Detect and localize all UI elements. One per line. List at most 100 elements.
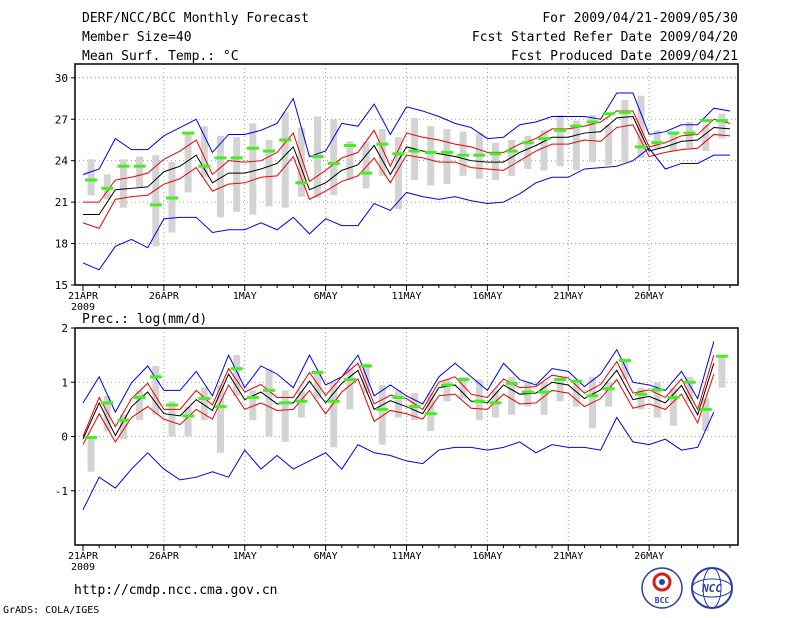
member-range-bar [524, 135, 532, 169]
member-range-bar [718, 113, 726, 139]
member-range-bar [508, 139, 516, 176]
x-tick-label: 26APR [149, 551, 180, 562]
member-range-bar [378, 128, 386, 176]
series-line-max [82, 341, 715, 414]
ncc-logo: NCC [691, 567, 733, 609]
series-line-mean [82, 363, 715, 440]
x-tick-label: 6MAY [314, 291, 338, 302]
member-range-bar [589, 115, 597, 163]
x-tick-label: 1MAY [233, 291, 257, 302]
series-line-min [82, 411, 715, 510]
member-range-bar [152, 365, 160, 415]
member-range-bar [362, 141, 370, 189]
member-range-bar [249, 390, 257, 421]
x-tick-label: 21MAY [553, 291, 583, 302]
series-line-lower [82, 124, 731, 229]
member-range-bar [362, 363, 370, 394]
precip-title: Prec.: log(mm/d) [82, 312, 207, 327]
member-range-bar [265, 139, 273, 207]
member-range-bar [637, 387, 645, 410]
y-tick-label: 0 [61, 431, 68, 444]
member-range-bar [184, 133, 192, 193]
member-range-bar [718, 355, 726, 388]
y-tick-label: 24 [55, 155, 69, 168]
x-year-label: 2009 [71, 302, 95, 313]
member-range-bar [87, 159, 95, 196]
variable-label: Mean Surf. Temp.: °C [82, 49, 239, 64]
member-range-bar [297, 127, 305, 197]
series-line-min [82, 147, 730, 271]
member-range-bar [200, 126, 208, 178]
member-range-bar [491, 142, 499, 181]
fcst-started-date: Fcst Started Refer Date 2009/04/20 [471, 30, 738, 45]
member-range-bar [136, 156, 144, 187]
precipitation-panel: -1 0 1 2 21APR 26APR 1MAY 6MAY 11MAY 16MAY 21MAY 26… [55, 322, 739, 573]
y-tick-label: 18 [55, 238, 68, 251]
member-range-bar [103, 395, 111, 432]
member-range-bar [686, 376, 694, 402]
y-tick-label: 15 [55, 279, 68, 292]
y-tick-label: 27 [55, 113, 68, 126]
series-line-max [82, 92, 731, 175]
member-range-bar [216, 384, 224, 453]
member-range-bar [427, 393, 435, 432]
x-tick-label: 1MAY [233, 551, 257, 562]
member-range-bar [540, 130, 548, 171]
member-range-bar [233, 137, 241, 212]
y-tick-label: 1 [61, 376, 68, 389]
y-tick-label: -1 [55, 485, 68, 498]
member-range-bar [556, 115, 564, 167]
member-range-bar [459, 376, 467, 399]
member-range-bar [314, 374, 322, 399]
member-range-bar [378, 384, 386, 445]
x-tick-label: 16MAY [472, 291, 502, 302]
member-range-bar [330, 382, 338, 448]
member-size: Member Size=40 [82, 30, 192, 45]
member-range-bar [702, 398, 710, 432]
member-range-bar [184, 406, 192, 437]
member-range-bar [394, 137, 402, 210]
member-range-bar [556, 376, 564, 402]
x-tick-label: 26MAY [634, 551, 664, 562]
x-tick-label: 21APR [68, 291, 99, 302]
member-range-bar [605, 382, 613, 407]
forecast-period: For 2009/04/21-2009/05/30 [542, 11, 738, 26]
member-range-bar [508, 376, 516, 415]
member-range-bar [443, 379, 451, 402]
y-tick-label: 30 [55, 72, 68, 85]
member-range-bar [702, 124, 710, 152]
member-range-bar [136, 390, 144, 421]
bcc-logo: BCC [641, 567, 683, 609]
member-range-bar [216, 135, 224, 218]
bcc-logo-text: BCC [655, 596, 670, 605]
y-tick-label: 2 [61, 322, 68, 335]
member-range-bar [427, 126, 435, 186]
member-range-bar [540, 382, 548, 415]
member-range-bar [443, 128, 451, 185]
member-range-bar [233, 355, 241, 396]
member-range-bar [281, 390, 289, 442]
member-range-bar [152, 155, 160, 247]
member-range-bar [281, 112, 289, 208]
x-year-label: 2009 [71, 562, 95, 573]
member-range-bar [346, 141, 354, 181]
temperature-panel: 15 18 21 24 27 30 21APR 26APR 1MAY 6MAY 11MAY 16MAY… [55, 63, 739, 313]
member-range-bar [572, 379, 580, 407]
series-line-mean [83, 115, 731, 216]
x-tick-label: 21MAY [553, 551, 583, 562]
member-range-bar [524, 382, 532, 407]
grads-credit: GrADS: COLA/IGES [3, 605, 100, 616]
y-tick-label: 21 [55, 196, 68, 209]
member-range-bar [605, 124, 613, 165]
source-url[interactable]: http://cmdp.ncc.cma.gov.cn [74, 583, 278, 598]
member-range-bar [621, 360, 629, 380]
member-range-bar [119, 414, 127, 440]
member-range-bar [87, 436, 95, 472]
logos: BCC NCC [641, 567, 733, 609]
member-range-bar [119, 159, 127, 208]
member-range-bar [200, 387, 208, 421]
x-tick-label: 26MAY [634, 291, 664, 302]
member-range-bar [168, 401, 176, 437]
member-range-bar [637, 95, 645, 158]
